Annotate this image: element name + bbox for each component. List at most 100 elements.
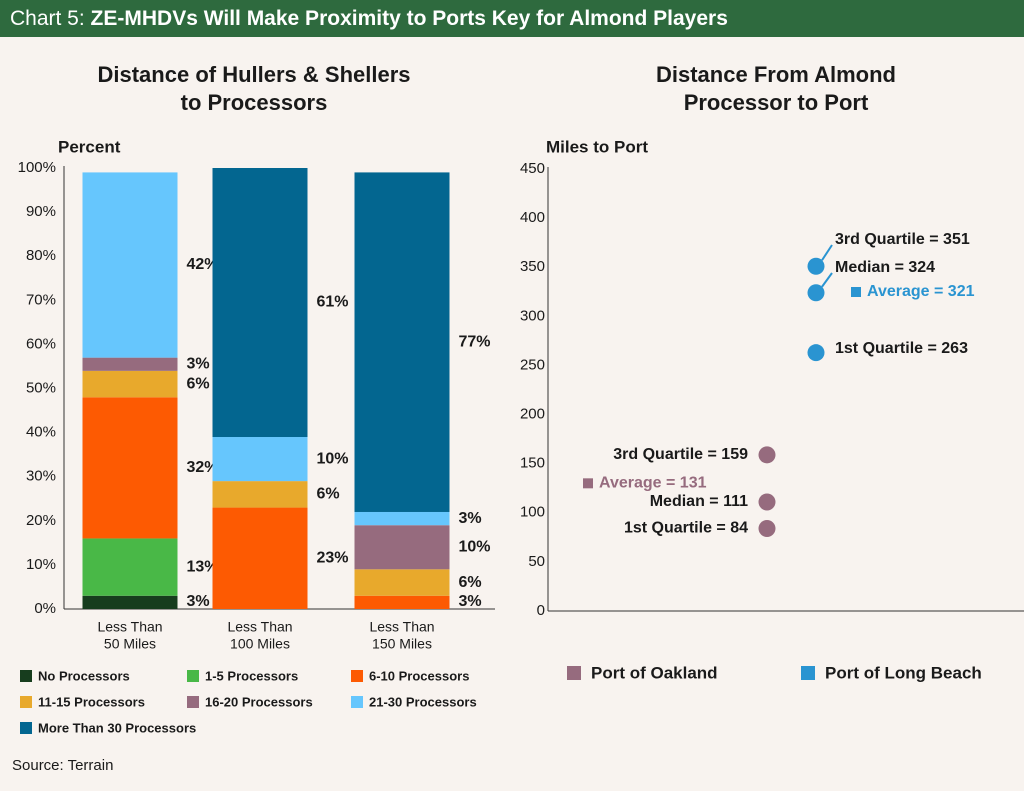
bar-segment-11-15-processors: [354, 569, 450, 596]
legend-swatch-6-10-processors: [351, 670, 363, 682]
oakland-point: [758, 446, 776, 464]
bar-segment-21-30-processors: [82, 172, 178, 358]
bar-data-label: 3%: [459, 510, 482, 527]
bar-segment-1-5-processors: [82, 538, 178, 596]
oakland-point-label: 1st Quartile = 84: [624, 520, 748, 537]
bar-data-label: 13%: [187, 558, 219, 575]
scatter-y-tick-label: 250: [520, 356, 545, 373]
bar-category-label: 150 Miles: [372, 636, 432, 652]
bar-data-label: 10%: [459, 538, 491, 555]
bar-data-label: 3%: [187, 593, 210, 610]
chart-title: ZE-MHDVs Will Make Proximity to Ports Ke…: [90, 7, 728, 30]
legend-label: More Than 30 Processors: [38, 720, 196, 735]
legend-label: 11-15 Processors: [38, 694, 145, 709]
oakland-point-label: Median = 111: [650, 493, 748, 510]
long-beach-leader-line: [821, 272, 833, 288]
scatter-y-axis-label: Miles to Port: [546, 137, 648, 156]
bar-segment-21-30-processors: [354, 511, 450, 526]
bar-data-label: 77%: [459, 333, 491, 350]
source-note: Source: Terrain: [12, 757, 114, 774]
legend-swatch-11-15-processors: [20, 696, 32, 708]
long-beach-point: [807, 344, 825, 362]
scatter-y-tick-label: 0: [537, 602, 545, 619]
bar-segment-no-processors: [82, 595, 178, 609]
bar-segment-11-15-processors: [212, 481, 308, 508]
legend-label: 16-20 Processors: [205, 694, 313, 709]
legend-swatch-21-30-processors: [351, 696, 363, 708]
bar-y-tick-label: 40%: [26, 424, 56, 441]
scatter-chart-title-line: Distance From Almond: [656, 62, 896, 87]
bar-segment-21-30-processors: [212, 437, 308, 482]
bar-category-label: Less Than: [227, 619, 292, 635]
bar-chart-title-line: Distance of Hullers & Shellers: [98, 62, 411, 87]
bar-category-label: 50 Miles: [104, 636, 156, 652]
chart-number: Chart 5:: [10, 7, 91, 30]
bar-data-label: 32%: [187, 459, 219, 476]
bar-y-tick-label: 50%: [26, 379, 56, 396]
legend-label: 21-30 Processors: [369, 694, 477, 709]
legend-swatch-port-of-oakland: [567, 666, 581, 680]
bar-y-tick-label: 0%: [34, 600, 56, 617]
bar-data-label: 6%: [459, 574, 482, 591]
long-beach-point: [807, 284, 825, 302]
bar-data-label: 6%: [317, 486, 340, 503]
chart-header: Chart 5: ZE-MHDVs Will Make Proximity to…: [0, 0, 1024, 37]
bar-y-tick-label: 30%: [26, 468, 56, 485]
bar-data-label: 61%: [317, 294, 349, 311]
bar-segment-6-10-processors: [82, 397, 178, 539]
scatter-y-tick-label: 350: [520, 258, 545, 275]
bar-y-axis-label: Percent: [58, 137, 121, 156]
legend-swatch-1-5-processors: [187, 670, 199, 682]
long-beach-average-label: Average = 321: [867, 283, 975, 300]
oakland-average-marker: [583, 478, 593, 489]
bar-data-label: 10%: [317, 450, 349, 467]
bar-segment-6-10-processors: [212, 507, 308, 609]
bar-segment-more-than-30-processors: [212, 168, 308, 438]
legend-label: No Processors: [38, 668, 130, 683]
bar-category-label: Less Than: [97, 619, 162, 635]
long-beach-point: [807, 257, 825, 275]
bar-segment-6-10-processors: [354, 595, 450, 609]
bar-y-tick-label: 10%: [26, 556, 56, 573]
bar-data-label: 3%: [459, 593, 482, 610]
scatter-y-tick-label: 150: [520, 455, 545, 472]
bar-y-tick-label: 20%: [26, 512, 56, 529]
long-beach-point-label: 3rd Quartile = 351: [835, 231, 970, 248]
bar-y-tick-label: 80%: [26, 247, 56, 264]
bar-chart-title-line: to Processors: [181, 90, 328, 115]
bar-data-label: 42%: [187, 256, 219, 273]
bar-segment-11-15-processors: [82, 370, 178, 398]
scatter-y-tick-label: 100: [520, 504, 545, 521]
oakland-point: [758, 493, 776, 511]
bar-y-tick-label: 60%: [26, 335, 56, 352]
bar-data-label: 6%: [187, 375, 210, 392]
legend-label: Port of Oakland: [591, 663, 718, 682]
scatter-y-tick-label: 200: [520, 406, 545, 423]
scatter-chart-title-line: Processor to Port: [684, 90, 869, 115]
bar-segment-16-20-processors: [82, 357, 178, 371]
oakland-point-label: 3rd Quartile = 159: [613, 446, 748, 463]
long-beach-leader-line: [821, 244, 833, 261]
legend-label: 1-5 Processors: [205, 668, 298, 683]
oakland-point: [758, 519, 776, 537]
bar-segment-16-20-processors: [354, 525, 450, 570]
long-beach-average-marker: [851, 287, 861, 297]
legend-swatch-no-processors: [20, 670, 32, 682]
scatter-y-tick-label: 50: [528, 553, 545, 570]
legend-swatch-more-than-30-processors: [20, 722, 32, 734]
bar-data-label: 23%: [317, 550, 349, 567]
legend-swatch-port-of-long-beach: [801, 666, 815, 680]
bar-y-tick-label: 70%: [26, 291, 56, 308]
bar-y-tick-label: 100%: [18, 159, 56, 176]
scatter-y-tick-label: 450: [520, 160, 545, 177]
bar-segment-more-than-30-processors: [354, 172, 450, 512]
bar-data-label: 3%: [187, 355, 210, 372]
long-beach-point-label: 1st Quartile = 263: [835, 340, 968, 357]
legend-label: Port of Long Beach: [825, 663, 982, 682]
scatter-y-tick-label: 400: [520, 209, 545, 226]
scatter-y-tick-label: 300: [520, 307, 545, 324]
bar-category-label: 100 Miles: [230, 636, 290, 652]
legend-swatch-16-20-processors: [187, 696, 199, 708]
oakland-average-label: Average = 131: [599, 475, 707, 492]
